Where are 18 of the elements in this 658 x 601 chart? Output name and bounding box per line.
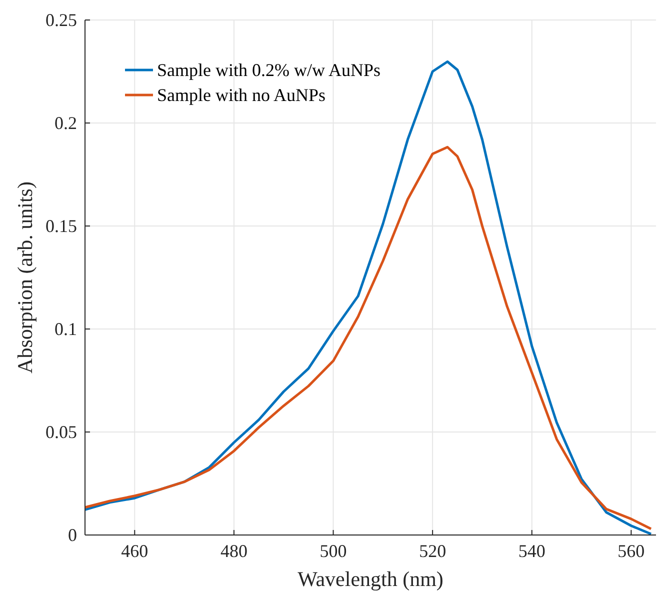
x-tick-label: 460 [121,541,148,561]
line-series [84,60,652,536]
legend-label: Sample with no AuNPs [157,85,326,105]
legend-label: Sample with 0.2% w/w AuNPs [157,60,381,80]
y-tick-label: 0.15 [46,216,77,236]
y-tick-label: 0.25 [46,10,77,30]
x-tick-label: 560 [618,541,645,561]
x-tick-label: 480 [220,541,248,561]
x-tick-label: 500 [320,541,347,561]
y-tick-label: 0.05 [46,422,77,442]
y-tick-label: 0 [68,525,77,545]
y-tick-label: 0.1 [54,319,77,339]
x-axis-title: Wavelength (nm) [298,567,444,591]
x-tick-label: 540 [518,541,546,561]
x-tick-label: 520 [419,541,446,561]
y-tick-label: 0.2 [54,113,77,133]
line-series [84,146,652,530]
y-axis-title: Absorption (arb. units) [13,182,37,374]
